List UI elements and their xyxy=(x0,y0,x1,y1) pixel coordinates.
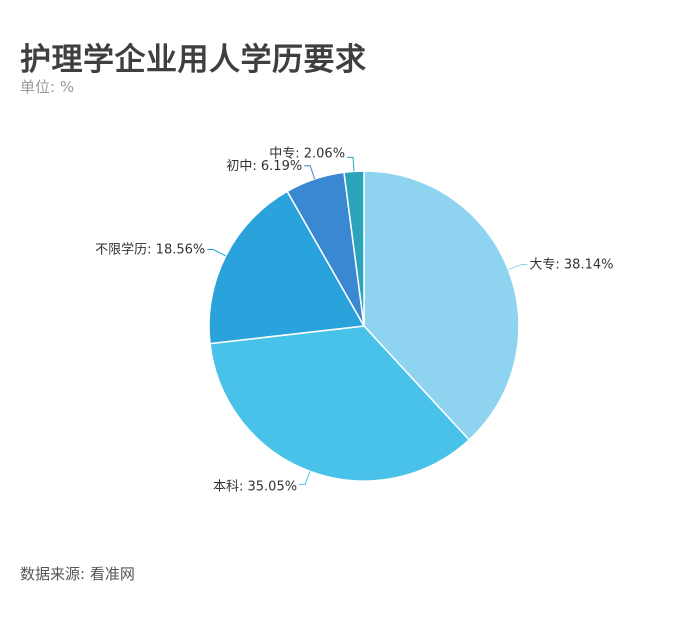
pie-leader-line-2 xyxy=(207,249,226,257)
pie-leader-line-0 xyxy=(508,263,528,271)
chart-title: 护理学企业用人学历要求 xyxy=(20,42,367,78)
pie-leader-line-1 xyxy=(299,471,311,485)
pie-label-3: 初中: 6.19% xyxy=(226,159,302,174)
pie-leader-line-4 xyxy=(347,156,355,172)
pie-slices xyxy=(208,170,520,482)
pie-leader-lines xyxy=(207,156,528,485)
pie-label-1: 本科: 35.05% xyxy=(213,479,297,494)
unit-label: 单位: % xyxy=(20,78,75,96)
pie-label-4: 中专: 2.06% xyxy=(269,146,345,161)
pie-label-0: 大专: 38.14% xyxy=(529,257,613,272)
pie-label-2: 不限学历: 18.56% xyxy=(95,242,205,258)
data-source: 数据来源: 看准网 xyxy=(20,565,135,583)
pie-slice-1 xyxy=(209,325,471,482)
pie-leader-line-3 xyxy=(304,165,316,180)
pie-labels: 大专: 38.14% 本科: 35.05% 不限学历: 18.56% 初中: 6.19… xyxy=(95,146,613,494)
pie-slice-4 xyxy=(343,170,365,327)
